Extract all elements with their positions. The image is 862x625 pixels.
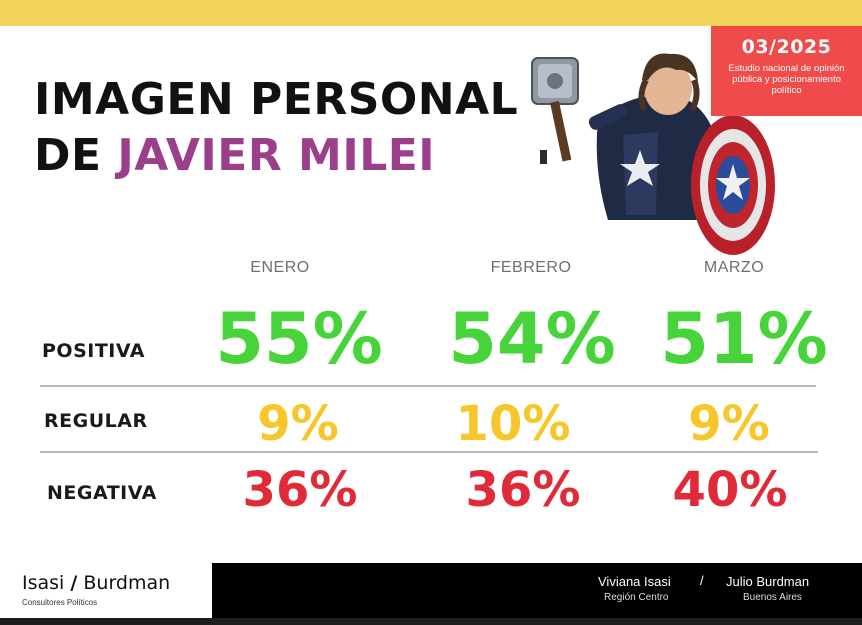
value-regular-marzo: 9% [688, 396, 770, 452]
study-description: Estudio nacional de opinión pública y po… [728, 63, 845, 96]
author-1-place: Región Centro [604, 592, 669, 603]
title-line-2: DE JAVIER MILEI [34, 128, 518, 184]
author-1-name: Viviana Isasi [598, 574, 671, 589]
bottom-strip [0, 618, 862, 625]
title-prefix: DE [34, 130, 102, 181]
logo-slash: / [70, 572, 78, 594]
date-badge: 03/2025 Estudio nacional de opinión públ… [711, 26, 862, 116]
column-header-marzo: MARZO [703, 259, 765, 276]
shield-icon [691, 115, 775, 255]
footer-logo-area [0, 563, 212, 618]
value-regular-febrero: 10% [455, 396, 571, 452]
row-label-negativa: NEGATIVA [47, 482, 157, 504]
value-positiva-enero: 55% [215, 298, 383, 380]
hammer-icon [531, 57, 579, 164]
title-line-1: IMAGEN PERSONAL [34, 74, 519, 125]
top-bar [0, 0, 862, 26]
value-regular-enero: 9% [257, 396, 339, 452]
row-label-positiva: POSITIVA [42, 340, 145, 362]
column-header-febrero: FEBRERO [490, 259, 572, 276]
author-2-place: Buenos Aires [743, 592, 802, 603]
author-2-name: Julio Burdman [726, 574, 810, 589]
value-positiva-febrero: 54% [448, 298, 616, 380]
value-negativa-enero: 36% [242, 462, 358, 518]
title-name: JAVIER MILEI [117, 130, 436, 181]
divider-2 [40, 451, 818, 453]
author-separator: / [700, 573, 704, 588]
value-positiva-marzo: 51% [660, 298, 828, 380]
row-label-regular: REGULAR [44, 410, 148, 432]
value-negativa-febrero: 36% [465, 462, 581, 518]
divider-1 [40, 385, 816, 387]
footer-bar [212, 563, 862, 618]
logo-right: Burdman [83, 572, 171, 594]
company-logo: Isasi / Burdman [22, 572, 170, 594]
hero-illustration [531, 53, 775, 255]
value-negativa-marzo: 40% [672, 462, 788, 518]
date-label: 03/2025 [741, 36, 832, 58]
column-header-enero: ENERO [250, 259, 310, 276]
logo-subtitle: Consultores Políticos [22, 598, 98, 607]
page-title: IMAGEN PERSONAL DE JAVIER MILEI [34, 72, 518, 184]
logo-left: Isasi [22, 572, 65, 594]
